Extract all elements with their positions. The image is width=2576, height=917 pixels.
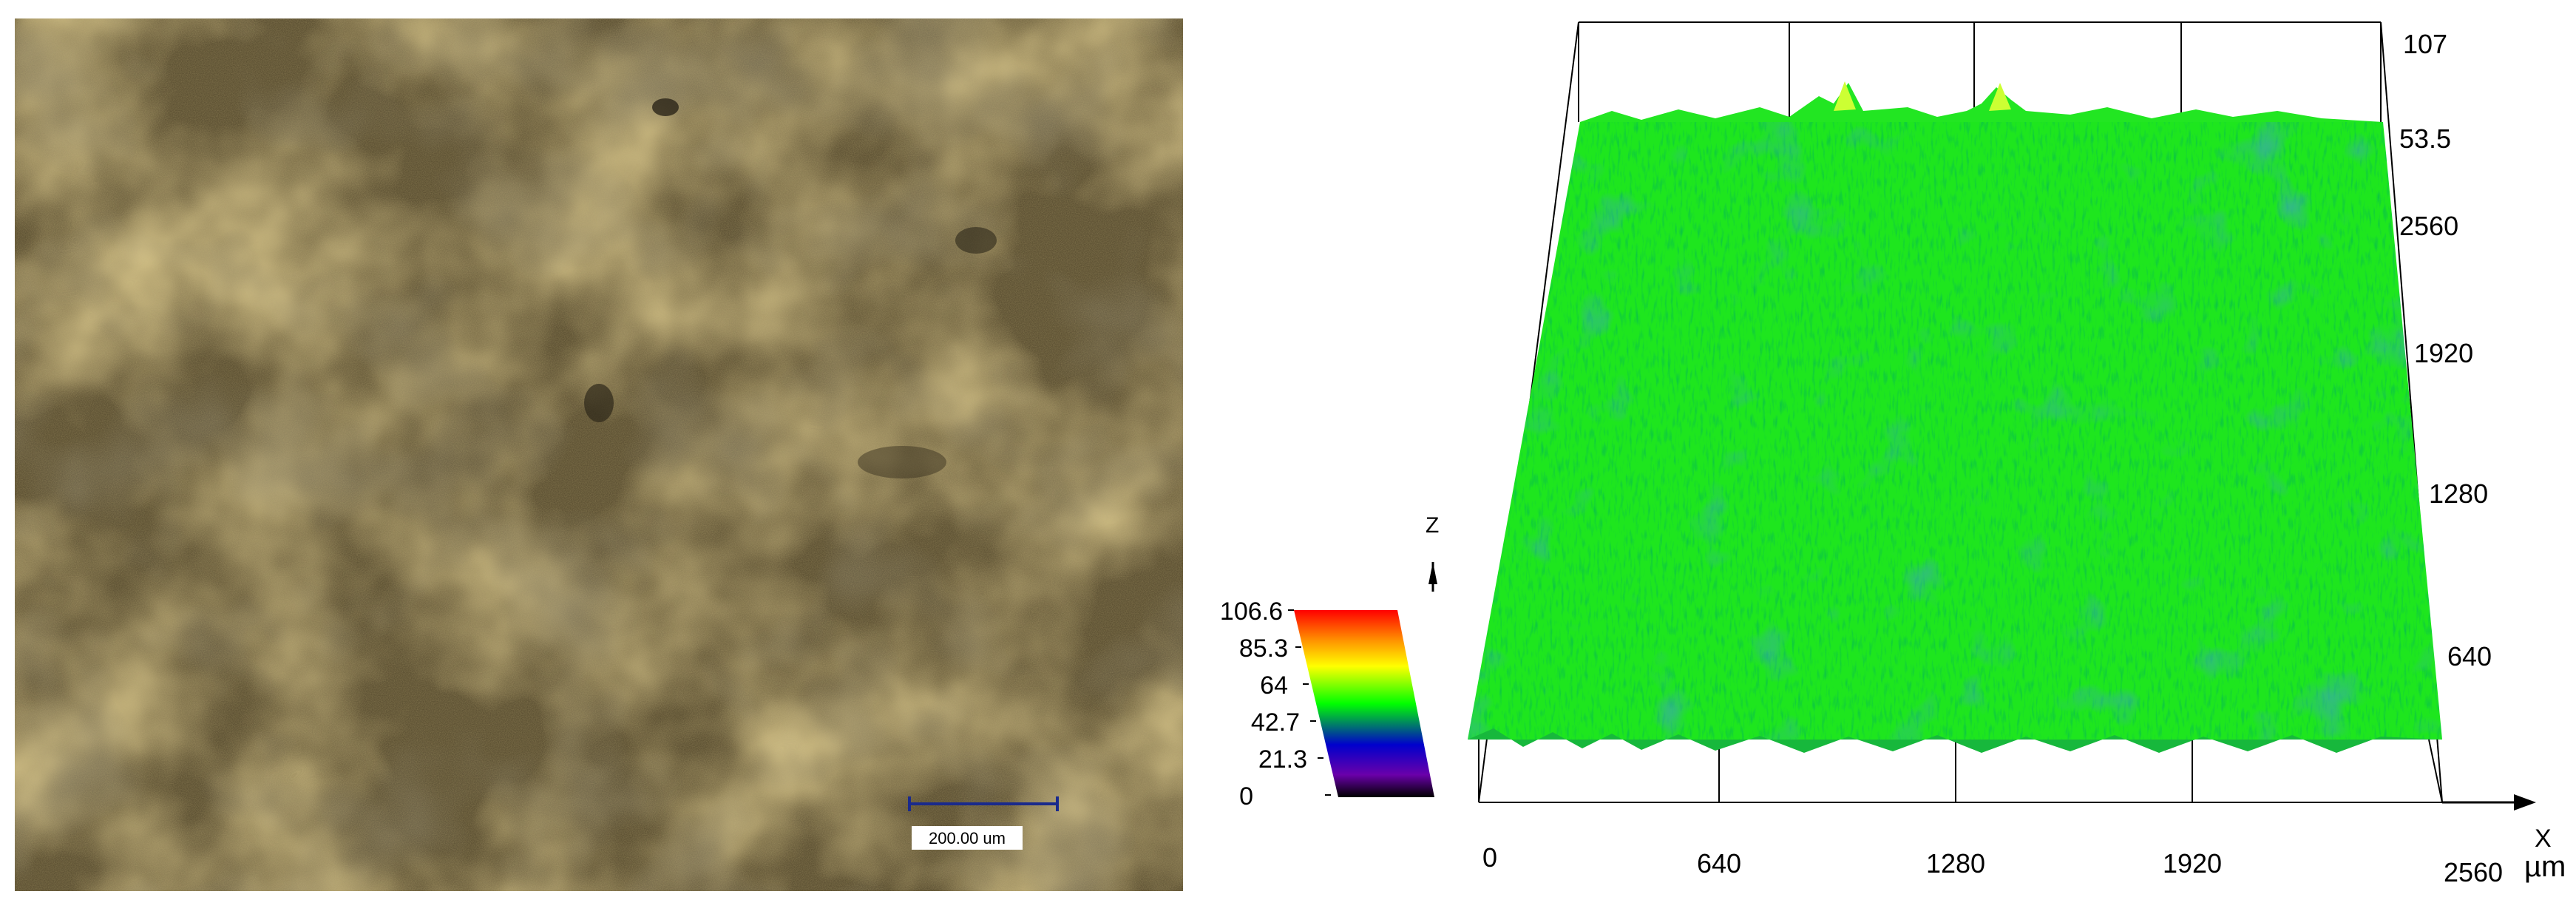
x-unit-label: µm <box>2524 850 2566 883</box>
y-tick-label: 1920 <box>2414 338 2473 368</box>
z-tick-label: 53.5 <box>2399 123 2451 154</box>
color-scale-tick: 64 <box>1260 671 1288 700</box>
x-axis-label: X <box>2535 825 2552 853</box>
color-scale: 106.6 85.3 64 42.7 21.3 0 <box>1220 598 1434 811</box>
y-tick-label: 640 <box>2447 641 2492 671</box>
x-tick-label: 1280 <box>1926 848 1985 879</box>
x-tick-label: 0 <box>1482 842 1497 873</box>
x-axis-arrow <box>2442 794 2536 811</box>
scale-bar-label: 200.00 um <box>929 829 1006 847</box>
surface-plot-svg: Z X µm 0 640 1280 1920 2560 640 1280 192… <box>1220 21 2566 887</box>
surface-plot: Z X µm 0 640 1280 1920 2560 640 1280 192… <box>1198 0 2576 917</box>
x-tick-labels: 0 640 1280 1920 2560 <box>1482 842 2503 887</box>
scale-bar: 200.00 um <box>908 796 1059 850</box>
z-tick-labels: 53.5 107 <box>2399 29 2451 154</box>
color-scale-tick: 21.3 <box>1258 745 1307 774</box>
color-scale-tick: 42.7 <box>1251 708 1300 737</box>
y-tick-label: 1280 <box>2429 478 2488 509</box>
color-scale-tick: 106.6 <box>1220 598 1283 626</box>
x-tick-label: 2560 <box>2444 857 2503 887</box>
z-axis-label: Z <box>1426 513 1439 538</box>
micrograph-image: 200.00 um <box>15 18 1183 891</box>
color-scale-tick: 0 <box>1239 782 1253 811</box>
z-tick-label: 107 <box>2403 29 2447 59</box>
color-scale-tick: 85.3 <box>1239 635 1288 663</box>
surface-mesh <box>1468 81 2442 753</box>
x-tick-label: 640 <box>1697 848 1741 879</box>
x-tick-label: 1920 <box>2163 848 2222 879</box>
y-tick-labels: 640 1280 1920 2560 <box>2399 211 2492 671</box>
color-scale-bar <box>1294 610 1434 797</box>
y-tick-label: 2560 <box>2399 211 2458 241</box>
micrograph-svg: 200.00 um <box>15 18 1183 891</box>
z-axis-arrow <box>1428 562 1437 592</box>
